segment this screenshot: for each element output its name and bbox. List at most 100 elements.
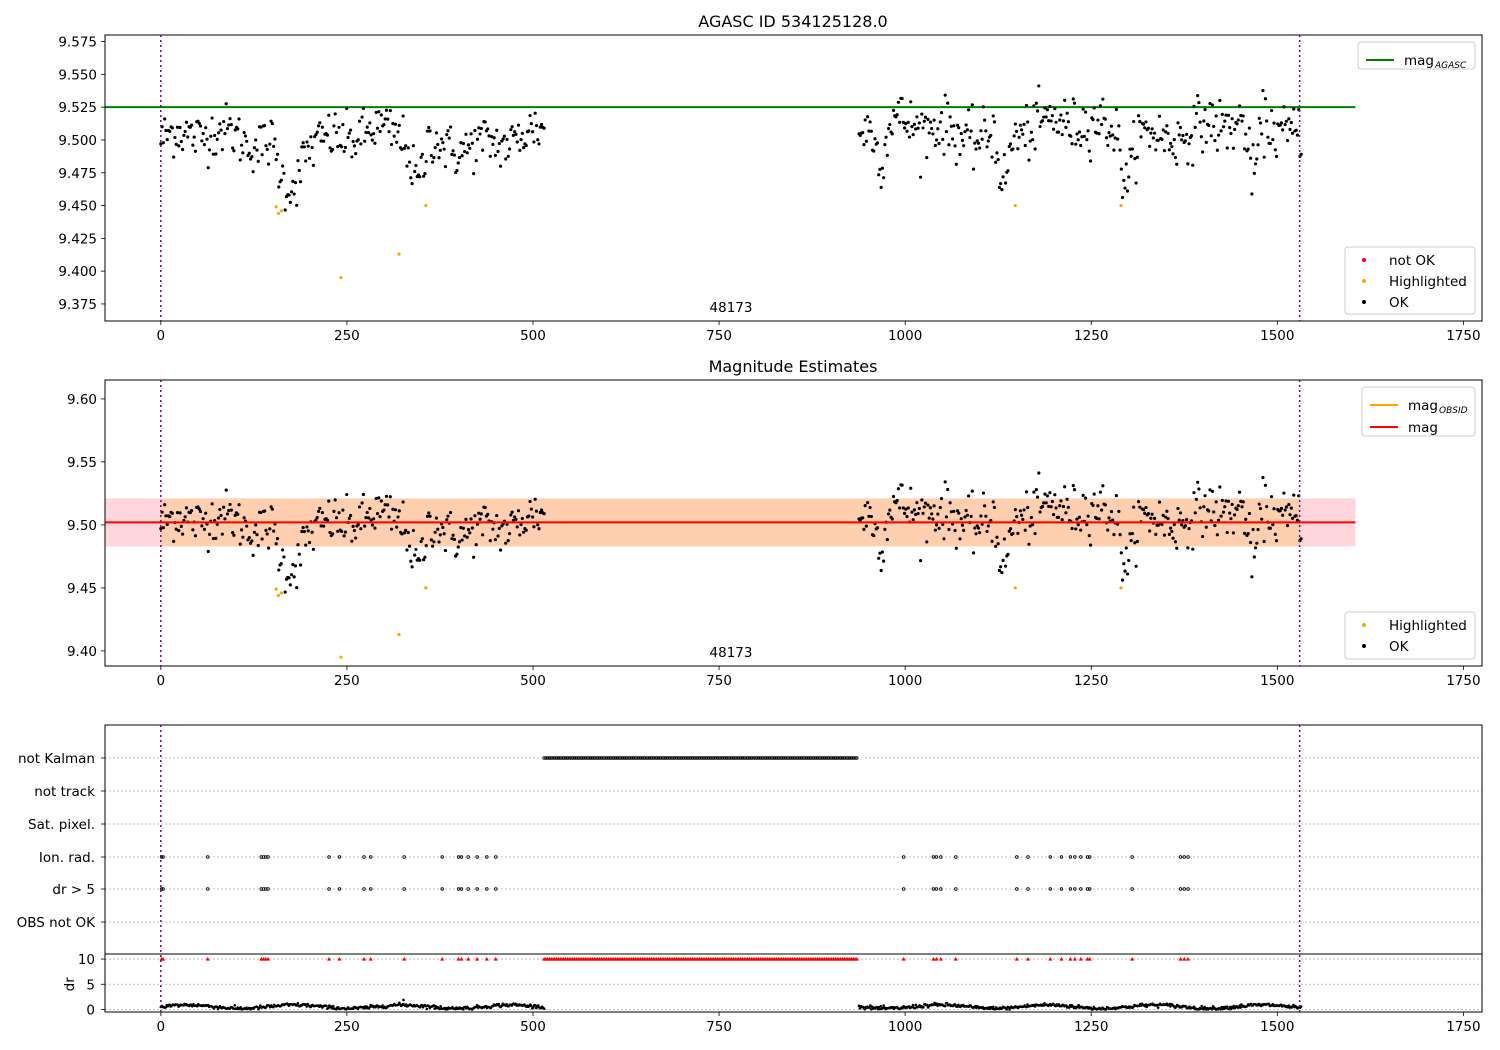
ok-point (1086, 129, 1090, 133)
ok-point (981, 105, 985, 109)
ok-point (200, 139, 204, 143)
ok-point (256, 543, 260, 548)
ok-point (936, 512, 940, 516)
ok-point (401, 114, 405, 118)
not-kalman-mark (674, 756, 679, 760)
ok-point (1144, 120, 1148, 124)
y-tick-label: 9.40 (67, 644, 97, 660)
dr-point (858, 1007, 862, 1010)
highlighted-point (397, 252, 401, 256)
ok-point (970, 489, 974, 493)
not-kalman-mark (762, 756, 766, 760)
ok-point (938, 120, 942, 124)
ok-point (931, 132, 935, 136)
ok-point (1061, 119, 1066, 123)
ok-point (507, 532, 512, 536)
ok-point (1152, 131, 1157, 135)
dr-point (404, 1003, 408, 1006)
ion-rad-mark (459, 855, 464, 859)
ok-point (1111, 133, 1115, 137)
not-kalman-mark (660, 756, 664, 760)
ok-point (410, 182, 414, 186)
x-tick-label: 750 (706, 328, 732, 344)
ok-point (1217, 133, 1221, 137)
ok-point (213, 518, 217, 523)
ok-point (1144, 505, 1148, 510)
ok-point (1006, 169, 1010, 173)
ok-point (231, 146, 235, 150)
not-kalman-mark (599, 756, 604, 760)
not-kalman-mark (813, 756, 818, 760)
not-kalman-mark (767, 756, 771, 760)
ok-point (464, 132, 468, 136)
ok-point (1150, 127, 1154, 131)
ok-point (952, 509, 956, 513)
ok-point (1128, 147, 1132, 151)
ok-point (479, 512, 483, 516)
ok-point (898, 506, 902, 510)
ok-point (944, 515, 949, 519)
ok-point (161, 525, 165, 530)
ok-point (1082, 134, 1086, 138)
ok-point (953, 144, 957, 148)
dr-axis-label: dr (62, 977, 78, 992)
ok-point (266, 162, 271, 166)
ok-point (264, 528, 268, 533)
ok-point (1261, 475, 1265, 480)
ok-point (964, 508, 968, 513)
ok-point (1048, 104, 1052, 109)
ok-point (1240, 119, 1244, 123)
ok-point (1098, 490, 1102, 494)
ok-point (994, 544, 998, 548)
ok-point (513, 130, 517, 134)
ok-point (1112, 533, 1116, 537)
dr-capped-marker (1182, 956, 1187, 961)
not-kalman-mark (840, 756, 845, 760)
ok-point (1044, 501, 1048, 505)
ok-point (938, 506, 942, 510)
legend-label: OK (1389, 639, 1410, 655)
ok-point (1064, 511, 1068, 515)
dr-capped-marker (440, 956, 445, 961)
ok-point (459, 525, 463, 530)
ok-point (422, 174, 426, 178)
ok-point (218, 507, 222, 512)
not-kalman-mark (606, 756, 611, 760)
ok-point (1134, 564, 1138, 568)
flag-label: Ion. rad. (39, 850, 95, 866)
ok-point (950, 137, 955, 141)
ok-point (975, 139, 979, 143)
ok-point (456, 161, 460, 165)
ok-point (872, 533, 876, 538)
ok-point (1122, 178, 1126, 182)
dr-gt-5-mark (266, 887, 270, 891)
ok-point (368, 506, 372, 511)
ok-point (293, 181, 298, 185)
ok-point (489, 135, 494, 139)
highlighted-point (339, 655, 343, 659)
ok-point (198, 124, 203, 128)
ok-point (236, 512, 240, 516)
ok-point (281, 164, 285, 168)
ok-point (333, 112, 337, 116)
ok-point (486, 512, 490, 516)
ok-point (192, 135, 196, 139)
ok-point (1018, 123, 1022, 127)
ok-point (1263, 97, 1268, 101)
ok-point (275, 152, 280, 156)
ok-point (1001, 175, 1005, 179)
dr-point (258, 1006, 261, 1010)
not-kalman-mark (776, 756, 780, 760)
ok-point (287, 193, 291, 197)
ok-point (1230, 502, 1234, 507)
not-kalman-mark (837, 756, 841, 760)
ok-point (496, 534, 500, 538)
ok-point (1042, 115, 1046, 119)
ok-point (428, 514, 432, 518)
ok-point (1213, 138, 1217, 143)
ok-point (1027, 542, 1031, 546)
ok-point (265, 147, 269, 152)
dr-capped-marker (266, 956, 271, 961)
ok-point (1239, 499, 1243, 503)
ok-point (215, 137, 219, 142)
